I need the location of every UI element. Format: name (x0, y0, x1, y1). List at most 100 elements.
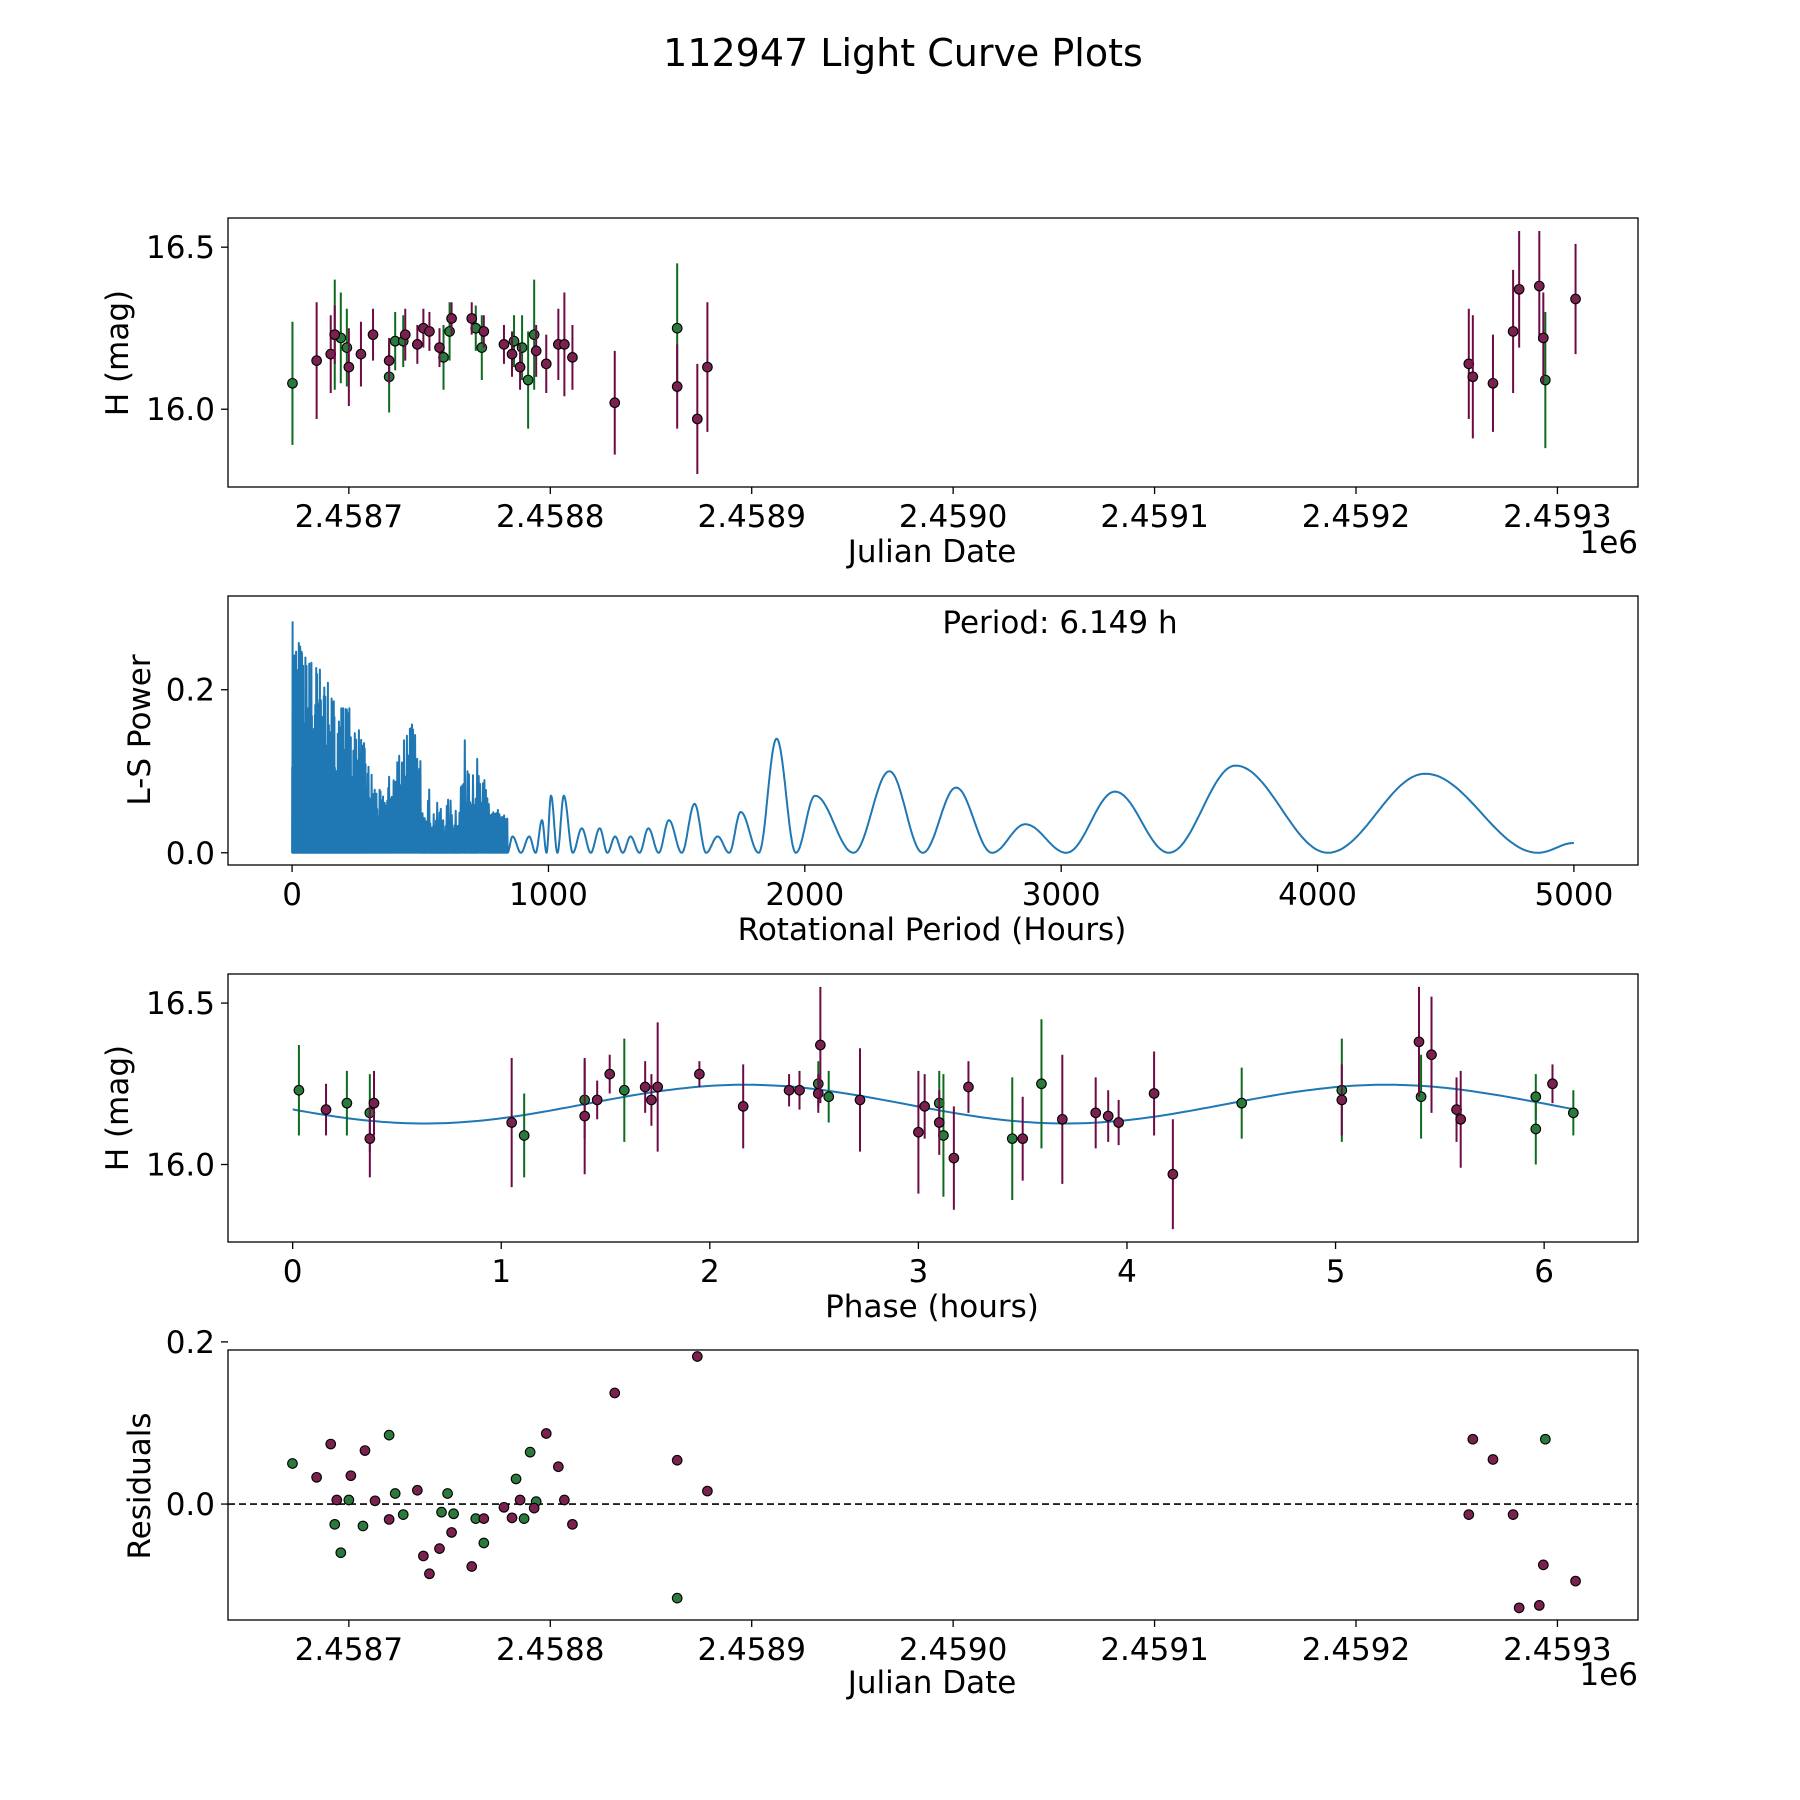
light-curve-point-green (528, 329, 540, 341)
residuals-ytick-label: 0.0 (166, 1487, 215, 1523)
light-curve-xtick-label: 2.4587 (295, 499, 403, 535)
phase-fold-point-green (1236, 1097, 1248, 1109)
light-curve-point-magenta (383, 355, 395, 366)
light-curve-point-magenta (367, 329, 379, 341)
residuals-point-magenta (528, 1502, 540, 1514)
light-curve-ylabel: H (mag) (100, 290, 136, 416)
phase-fold-xtick-label: 1 (491, 1254, 511, 1290)
light-curve-point-magenta (478, 326, 490, 337)
light-curve-xtick-label: 2.4589 (697, 499, 805, 535)
phase-fold-ylabel: H (mag) (100, 1045, 136, 1171)
phase-fold-point-green (1530, 1123, 1542, 1135)
phase-fold-point-green (518, 1130, 530, 1141)
residuals-point-magenta (1487, 1454, 1499, 1465)
phase-fold-panel: Phase (hours) H (mag) 0 1 2 3 4 5 6 16.0 16.5 (100, 973, 1639, 1325)
phase-fold-point-magenta (1113, 1117, 1124, 1128)
residuals-point-green (442, 1488, 453, 1499)
residuals-point-magenta (345, 1470, 357, 1482)
residuals-point-magenta (1533, 1600, 1545, 1611)
residuals-point-green (524, 1446, 536, 1458)
residuals-point-magenta (424, 1568, 435, 1580)
phase-fold-point-green (341, 1097, 353, 1109)
phase-fold-point-magenta (1056, 1113, 1068, 1125)
periodogram-xtick-label: 0 (282, 877, 302, 913)
phase-fold-point-green (1530, 1091, 1542, 1103)
phase-fold-point-green (1036, 1078, 1047, 1090)
light-curve-point-green (476, 342, 488, 353)
light-curve-point-green (444, 326, 455, 337)
phase-fold-point-magenta (963, 1081, 974, 1093)
phase-fold-point-magenta (948, 1152, 960, 1164)
residuals-xtick-label: 2.4590 (899, 1632, 1007, 1668)
residuals-point-magenta (691, 1351, 703, 1362)
phase-fold-axes-frame (227, 973, 1639, 1243)
residuals-point-green (357, 1520, 369, 1532)
light-curve-xtick-label: 2.4590 (899, 499, 1007, 535)
residuals-point-green (335, 1547, 347, 1559)
residuals-point-green (518, 1513, 530, 1524)
residuals-point-magenta (1537, 1559, 1549, 1571)
residuals-xtick-label: 2.4593 (1503, 1632, 1611, 1668)
light-curve-point-magenta (446, 313, 457, 324)
phase-fold-point-green (618, 1084, 630, 1096)
residuals-point-magenta (478, 1513, 490, 1524)
phase-fold-point-magenta (812, 1088, 824, 1099)
periodogram-xtick-label: 5000 (1534, 877, 1613, 913)
residuals-point-green (436, 1506, 447, 1518)
residuals-point-green (329, 1518, 341, 1530)
residuals-point-green (1539, 1433, 1551, 1445)
phase-fold-xtick-label: 0 (283, 1254, 303, 1290)
phase-fold-model-curve (292, 1083, 1576, 1125)
light-curve-point-magenta (1467, 371, 1479, 383)
light-curve-axes-frame (227, 217, 1639, 488)
residuals-ylabel: Residuals (122, 1412, 158, 1559)
light-curve-point-magenta (1487, 377, 1499, 389)
phase-fold-point-magenta (591, 1094, 603, 1106)
phase-fold-xtick-label: 4 (1117, 1254, 1137, 1290)
phase-fold-point-magenta (364, 1133, 376, 1145)
light-curve-point-magenta (329, 329, 341, 341)
light-curve-panel: Julian Date H (mag) 1e6 2.4587 2.4588 2.45… (100, 217, 1639, 570)
periodogram-power-line (291, 621, 1574, 854)
residuals-point-magenta (331, 1494, 343, 1506)
residuals-point-green (343, 1494, 355, 1506)
periodogram-panel: Rotational Period (Hours) L-S Power Peri… (122, 595, 1639, 948)
residuals-point-magenta (311, 1471, 322, 1483)
light-curve-point-green (671, 322, 683, 334)
periodogram-ytick-label: 0.2 (166, 673, 215, 709)
phase-fold-ytick-label: 16.5 (146, 986, 215, 1022)
residuals-point-green (287, 1458, 298, 1469)
residuals-point-green (448, 1508, 459, 1520)
phase-fold-point-magenta (933, 1117, 945, 1128)
phase-fold-point-magenta (506, 1117, 518, 1128)
phase-fold-point-magenta (694, 1068, 705, 1080)
phase-fold-point-green (1415, 1091, 1427, 1103)
residuals-point-magenta (434, 1543, 445, 1554)
light-curve-xtick-label: 2.4588 (496, 499, 604, 535)
phase-fold-point-magenta (368, 1097, 380, 1109)
phase-fold-point-magenta (320, 1104, 332, 1115)
periodogram-xtick-label: 2000 (765, 877, 844, 913)
phase-fold-point-magenta (1148, 1088, 1160, 1099)
light-curve-point-magenta (559, 339, 570, 350)
light-curve-point-magenta (1533, 280, 1545, 292)
light-curve-point-magenta (1507, 326, 1519, 337)
phase-fold-ytick-label: 16.0 (146, 1148, 215, 1184)
phase-fold-point-magenta (794, 1084, 805, 1096)
periodogram-ylabel: L-S Power (122, 654, 158, 805)
light-curve-xtick-label: 2.4592 (1302, 499, 1410, 535)
phase-fold-point-magenta (854, 1094, 866, 1106)
residuals-point-magenta (540, 1428, 552, 1439)
residuals-point-magenta (359, 1445, 371, 1456)
phase-fold-point-green (823, 1091, 835, 1103)
light-curve-xlabel: Julian Date (846, 534, 1017, 570)
phase-fold-point-magenta (783, 1084, 795, 1096)
phase-fold-point-magenta (579, 1110, 591, 1122)
residuals-xlabel: Julian Date (846, 1665, 1017, 1701)
light-curve-point-green (341, 342, 353, 353)
residuals-point-magenta (1513, 1602, 1525, 1614)
residuals-point-magenta (325, 1438, 337, 1450)
light-curve-point-magenta (411, 339, 423, 350)
residuals-xtick-label: 2.4591 (1100, 1632, 1208, 1668)
periodogram-xlabel: Rotational Period (Hours) (738, 912, 1127, 948)
